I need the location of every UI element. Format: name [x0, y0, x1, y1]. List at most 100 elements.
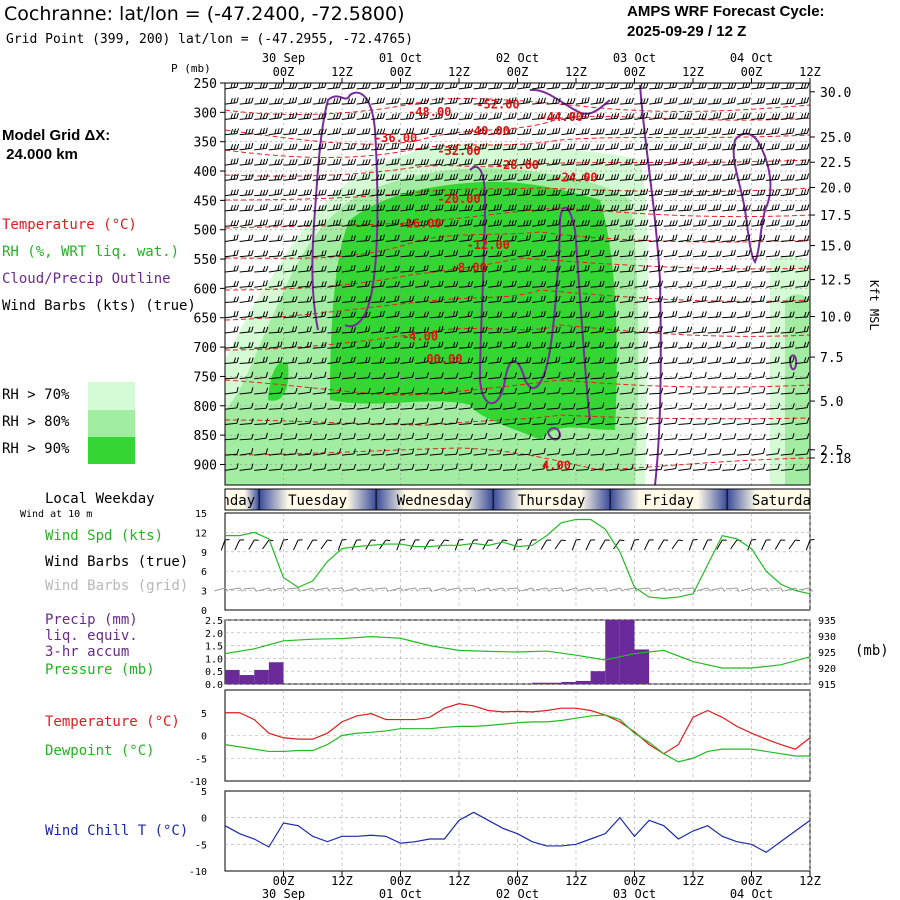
surface-barb-grid: [448, 587, 463, 592]
wind-barb: [458, 204, 474, 212]
barb-flag: [602, 112, 605, 119]
wind-barb: [678, 463, 693, 471]
barb-flag: [613, 357, 617, 364]
barb-flag: [391, 205, 394, 211]
barb-flag: [233, 326, 236, 333]
barb-shaft: [585, 539, 592, 551]
wind-barb: [385, 113, 400, 120]
barb-shaft: [268, 377, 281, 380]
wind-barb: [663, 112, 678, 120]
barb-shaft: [473, 437, 486, 441]
wind-barb: [649, 83, 664, 90]
barb-shaft: [795, 407, 808, 410]
barb-flag: [493, 128, 497, 135]
wind-barb: [561, 143, 576, 151]
wind-barb: [488, 264, 502, 273]
barb-flag: [511, 235, 514, 241]
barb-flag: [683, 128, 687, 135]
barb-flag: [411, 418, 415, 424]
wind-barb: [268, 387, 283, 395]
barb-flag: [639, 83, 643, 89]
barb-shaft: [239, 438, 252, 441]
barb-flag: [467, 311, 470, 317]
barb-flag: [303, 83, 306, 89]
barb-flag: [335, 311, 339, 317]
barb-flag: [669, 158, 672, 165]
wind-barb: [225, 296, 240, 303]
top-date-label: 03 Oct: [613, 51, 656, 65]
barb-flag: [525, 189, 529, 195]
barb-flag: [774, 113, 778, 119]
barb-flag: [514, 159, 517, 165]
wind-barb: [722, 402, 736, 410]
surface-barb-true: [293, 539, 303, 551]
barb-flag: [672, 281, 675, 287]
wind-barb: [663, 128, 678, 136]
barb-flag: [362, 83, 365, 89]
barb-shaft: [590, 377, 603, 380]
wind-barb: [590, 128, 605, 136]
barb-flag: [265, 97, 269, 104]
wind-barb: [590, 97, 605, 105]
wind-barb: [415, 174, 430, 181]
barb-shaft: [619, 376, 632, 380]
barb-shaft: [415, 239, 428, 242]
barb-flag: [675, 448, 678, 455]
barb-flag: [397, 418, 400, 424]
barb-shaft: [458, 452, 471, 456]
barb-flag: [438, 112, 441, 119]
barb-flag: [660, 433, 664, 439]
wind-barb: [283, 143, 298, 151]
barb-shaft: [590, 254, 603, 258]
barb-flag: [742, 98, 745, 104]
barb-flag: [230, 220, 234, 226]
barb-flag: [321, 189, 324, 196]
barb-flag: [689, 433, 693, 440]
barb-flag: [786, 220, 789, 226]
barb-flag: [639, 220, 643, 226]
wind-barb: [517, 357, 532, 365]
barb-shaft: [341, 316, 354, 319]
barb-flag: [613, 113, 617, 119]
wind-barb: [736, 310, 751, 319]
wind-barb: [400, 97, 415, 105]
barb-flag: [488, 539, 493, 541]
barb-flag: [669, 113, 672, 119]
barb-flag: [429, 539, 435, 541]
barb-flag: [552, 204, 555, 211]
barb-shaft: [356, 209, 369, 212]
barb-flag: [789, 189, 792, 195]
barb-flag: [406, 189, 409, 196]
barb-flag: [508, 97, 511, 104]
barb-shaft: [298, 377, 311, 380]
barb-flag: [365, 173, 368, 180]
barb-shaft: [565, 587, 577, 592]
barb-flag: [496, 98, 500, 104]
wind-barb: [458, 326, 473, 334]
barb-flag: [522, 174, 526, 180]
barb-shaft: [634, 224, 647, 227]
barb-flag: [543, 281, 547, 287]
barb-shaft: [268, 422, 281, 426]
barb-flag: [251, 265, 254, 272]
barb-flag: [777, 402, 781, 409]
barb-flag: [248, 189, 251, 196]
barb-flag: [233, 265, 236, 272]
barb-shaft: [225, 438, 237, 441]
wind-barb: [605, 341, 620, 349]
barb-flag: [645, 417, 649, 424]
barb-flag: [596, 174, 599, 180]
barb-shaft: [473, 285, 486, 288]
wind-barb: [429, 464, 444, 471]
wind-barb: [283, 417, 298, 426]
barb-shaft: [809, 468, 810, 471]
wind-barb: [766, 113, 781, 120]
barb-flag: [698, 204, 701, 211]
wind-barb: [736, 280, 751, 288]
barb-shaft: [634, 361, 647, 365]
barb-flag: [280, 235, 283, 241]
barb-shaft: [371, 391, 384, 395]
barb-flag: [382, 83, 385, 88]
barb-flag: [733, 143, 737, 150]
legend-precip-1: Precip (mm): [45, 612, 138, 628]
